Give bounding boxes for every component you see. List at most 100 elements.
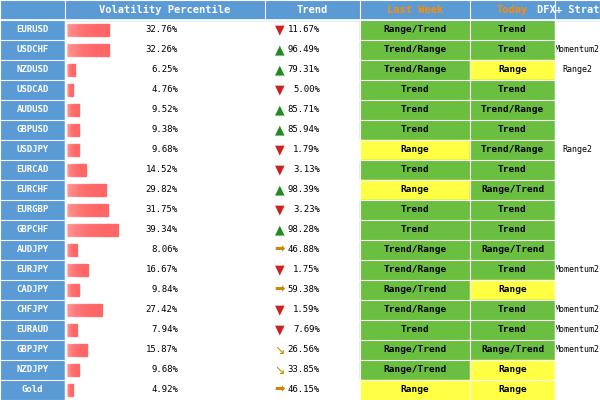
Bar xyxy=(81,164,82,176)
Bar xyxy=(95,44,96,56)
Bar xyxy=(69,104,70,116)
Bar xyxy=(360,180,470,200)
Bar xyxy=(0,300,65,320)
Bar xyxy=(73,144,74,156)
Text: 16.67%: 16.67% xyxy=(146,266,178,274)
Bar xyxy=(76,264,77,276)
Bar xyxy=(114,224,115,236)
Text: Trend: Trend xyxy=(401,86,430,94)
Bar xyxy=(104,184,105,196)
Text: 4.92%: 4.92% xyxy=(151,386,178,394)
Bar xyxy=(71,144,72,156)
Bar xyxy=(360,240,470,260)
Bar xyxy=(77,264,78,276)
Bar xyxy=(265,80,360,100)
Text: Range: Range xyxy=(401,386,430,394)
Text: Trend: Trend xyxy=(498,226,527,234)
Bar xyxy=(70,284,71,296)
Bar xyxy=(360,200,470,220)
Bar xyxy=(76,304,77,316)
Text: 9.52%: 9.52% xyxy=(151,106,178,114)
Text: ▲: ▲ xyxy=(275,64,285,76)
Bar xyxy=(79,224,80,236)
Bar xyxy=(71,124,72,136)
Bar xyxy=(77,184,78,196)
Bar xyxy=(68,104,69,116)
Bar xyxy=(77,304,78,316)
Bar xyxy=(72,24,73,36)
Text: Trend/Range: Trend/Range xyxy=(481,106,544,114)
Text: 5.00%: 5.00% xyxy=(293,86,320,94)
Bar xyxy=(95,304,96,316)
Text: Range: Range xyxy=(401,186,430,194)
Bar xyxy=(68,264,69,276)
Bar xyxy=(77,104,78,116)
Bar xyxy=(73,264,74,276)
Bar xyxy=(102,44,103,56)
Bar xyxy=(80,344,81,356)
Bar xyxy=(79,164,80,176)
Bar xyxy=(76,324,77,336)
Bar xyxy=(100,184,101,196)
Bar xyxy=(72,224,73,236)
Text: Range: Range xyxy=(498,366,527,374)
Bar xyxy=(77,24,78,36)
Bar xyxy=(70,244,71,256)
Bar xyxy=(93,204,94,216)
Bar xyxy=(0,320,65,340)
Bar xyxy=(74,344,75,356)
Text: Trend: Trend xyxy=(498,166,527,174)
Bar xyxy=(105,184,106,196)
Text: USDJPY: USDJPY xyxy=(16,146,49,154)
Bar xyxy=(360,260,470,280)
Bar xyxy=(85,224,86,236)
Text: ▼: ▼ xyxy=(275,84,285,96)
Bar xyxy=(82,184,83,196)
Bar xyxy=(69,304,70,316)
Bar xyxy=(100,224,101,236)
Bar xyxy=(79,264,80,276)
Text: ▲: ▲ xyxy=(275,44,285,56)
Bar xyxy=(107,24,108,36)
Bar xyxy=(69,264,70,276)
Bar xyxy=(65,140,265,160)
Bar xyxy=(99,224,100,236)
Bar xyxy=(67,364,68,376)
Text: ▼: ▼ xyxy=(275,24,285,36)
Text: EURUSD: EURUSD xyxy=(16,26,49,34)
Bar xyxy=(555,260,600,280)
Text: 98.39%: 98.39% xyxy=(288,186,320,194)
Bar xyxy=(99,184,100,196)
Text: ➡: ➡ xyxy=(275,384,285,396)
Bar xyxy=(73,344,74,356)
Bar xyxy=(117,224,118,236)
Bar xyxy=(106,204,107,216)
Bar xyxy=(98,204,99,216)
Text: 46.15%: 46.15% xyxy=(288,386,320,394)
Bar xyxy=(470,240,555,260)
Bar xyxy=(68,304,69,316)
Bar xyxy=(0,80,65,100)
Bar xyxy=(73,324,74,336)
Bar xyxy=(71,24,72,36)
Text: Trend: Trend xyxy=(498,86,527,94)
Text: EURAUD: EURAUD xyxy=(16,326,49,334)
Bar xyxy=(72,324,73,336)
Bar xyxy=(0,340,65,360)
Bar xyxy=(79,304,80,316)
Text: ▲: ▲ xyxy=(275,184,285,196)
Bar xyxy=(75,104,76,116)
Bar xyxy=(77,164,78,176)
Bar xyxy=(75,284,76,296)
Bar xyxy=(75,364,76,376)
Bar xyxy=(90,24,91,36)
Bar xyxy=(67,204,68,216)
Bar xyxy=(76,224,77,236)
Text: 15.87%: 15.87% xyxy=(146,346,178,354)
Bar xyxy=(92,224,93,236)
Bar xyxy=(108,24,109,36)
Bar xyxy=(470,120,555,140)
Text: Range: Range xyxy=(498,286,527,294)
Bar xyxy=(83,304,84,316)
Bar xyxy=(67,264,68,276)
